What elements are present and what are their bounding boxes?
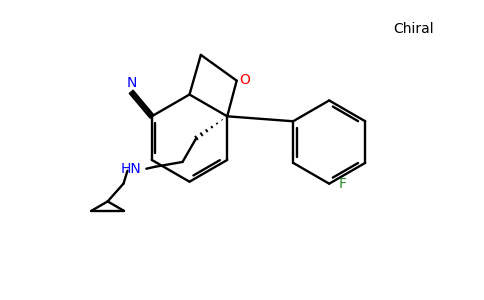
Text: F: F: [339, 177, 347, 191]
Text: Chiral: Chiral: [393, 22, 434, 36]
Text: O: O: [239, 73, 250, 87]
Text: HN: HN: [121, 162, 141, 176]
Text: N: N: [126, 76, 136, 90]
